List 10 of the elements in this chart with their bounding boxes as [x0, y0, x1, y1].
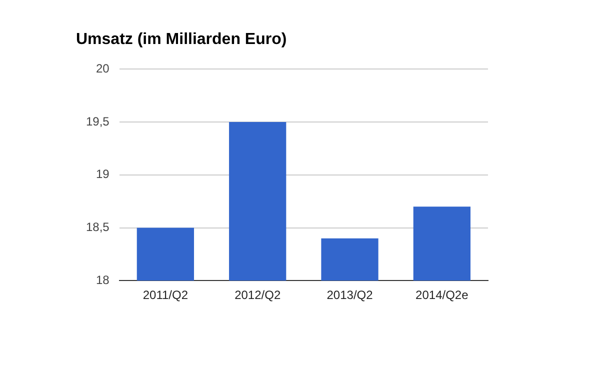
y-tick-label: 18 [96, 272, 110, 287]
x-tick-label: 2014/Q2e [416, 288, 469, 302]
y-tick-label: 20 [96, 62, 110, 76]
chart-title: Umsatz (im Milliarden Euro) [76, 31, 287, 48]
y-tick-label: 19,5 [86, 114, 110, 128]
x-tick-label: 2013/Q2 [326, 288, 374, 302]
x-tick-label: 2012/Q2 [234, 288, 281, 302]
x-tick-label: 2011/Q2 [142, 288, 188, 302]
y-tick-label: 19 [96, 167, 110, 182]
y-tick-label: 18,5 [86, 220, 110, 234]
